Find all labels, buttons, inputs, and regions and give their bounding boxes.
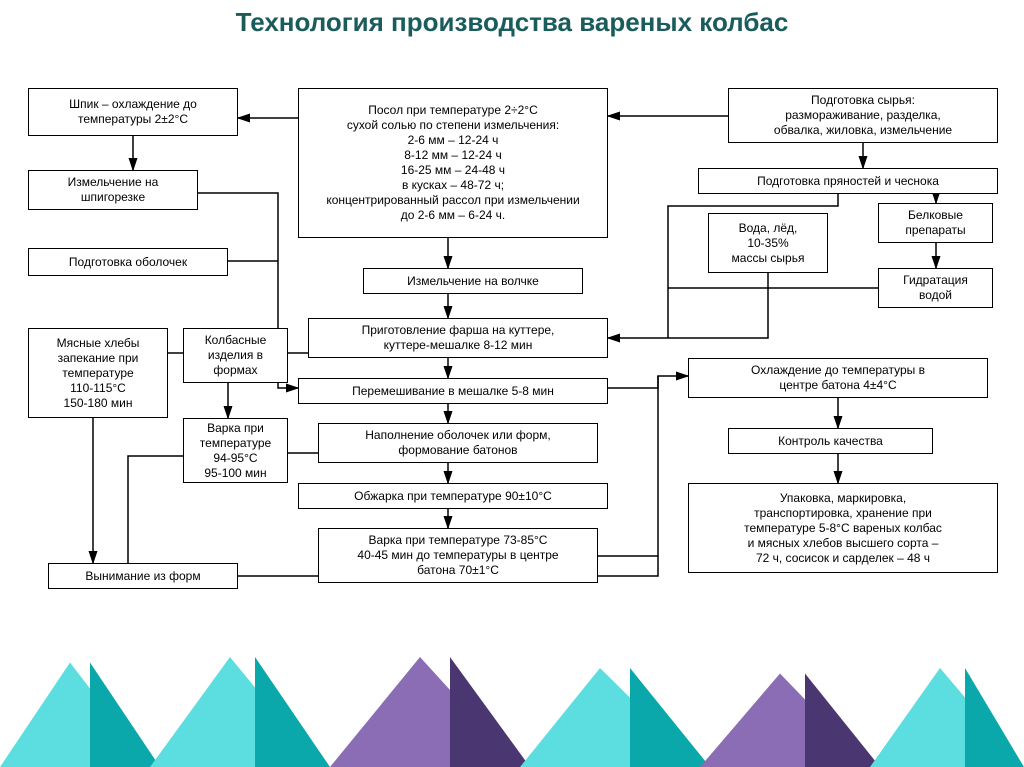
box-napoln: Наполнение оболочек или форм, формование… — [318, 423, 598, 463]
box-text: Варка при температуре 73-85°C 40-45 мин … — [357, 533, 558, 578]
page-title: Технология производства вареных колбас — [0, 0, 1024, 42]
box-belk_prep: Белковые препараты — [878, 203, 993, 243]
box-peremesh: Перемешивание в мешалке 5-8 мин — [298, 378, 608, 404]
box-text: Мясные хлебы запекание при температуре 1… — [57, 336, 140, 411]
box-text: Вода, лёд, 10-35% массы сырья — [732, 221, 805, 266]
box-text: Вынимание из форм — [85, 569, 200, 584]
box-text: Варка при температуре 94-95°C 95-100 мин — [200, 421, 271, 481]
box-text: Измельчение на волчке — [407, 274, 539, 289]
arrow-24 — [128, 456, 183, 563]
triangle-3 — [255, 657, 330, 767]
box-podg_obol: Подготовка оболочек — [28, 248, 228, 276]
box-text: Приготовление фарша на куттере, куттере-… — [362, 323, 555, 353]
box-text: Подготовка оболочек — [69, 255, 187, 270]
box-text: Контроль качества — [778, 434, 883, 449]
triangle-5 — [450, 657, 530, 767]
box-ohlazh: Охлаждение до температуры в центре батон… — [688, 358, 988, 398]
box-text: Упаковка, маркировка, транспортировка, х… — [744, 491, 942, 566]
box-izmelch_volchke: Измельчение на волчке — [363, 268, 583, 294]
box-text: Наполнение оболочек или форм, формование… — [365, 428, 550, 458]
box-vynim: Вынимание из форм — [48, 563, 238, 589]
box-gidrat: Гидратация водой — [878, 268, 993, 308]
box-text: Подготовка пряностей и чеснока — [757, 174, 939, 189]
box-text: Колбасные изделия в формах — [205, 333, 267, 378]
box-varka_94: Варка при температуре 94-95°C 95-100 мин — [183, 418, 288, 483]
box-posol: Посол при температуре 2÷2°C сухой солью … — [298, 88, 608, 238]
arrow-17 — [608, 273, 768, 338]
box-kontrol: Контроль качества — [728, 428, 933, 454]
triangle-7 — [630, 668, 710, 767]
box-podg_pryan: Подготовка пряностей и чеснока — [698, 168, 998, 194]
box-text: Белковые препараты — [905, 208, 965, 238]
box-obzharka: Обжарка при температуре 90±10°C — [298, 483, 608, 509]
box-text: Шпик – охлаждение до температуры 2±2°C — [69, 97, 197, 127]
box-text: Гидратация водой — [903, 273, 968, 303]
box-text: Перемешивание в мешалке 5-8 мин — [352, 384, 554, 399]
triangle-9 — [805, 674, 880, 767]
box-farsh: Приготовление фарша на куттере, куттере-… — [308, 318, 608, 358]
box-myas_hleb: Мясные хлебы запекание при температуре 1… — [28, 328, 168, 418]
box-upak: Упаковка, маркировка, транспортировка, х… — [688, 483, 998, 573]
box-text: Измельчение на шпигорезке — [68, 175, 159, 205]
box-text: Охлаждение до температуры в центре батон… — [751, 363, 925, 393]
arrow-20 — [608, 376, 688, 388]
box-shpik: Шпик – охлаждение до температуры 2±2°C — [28, 88, 238, 136]
box-text: Обжарка при температуре 90±10°C — [354, 489, 552, 504]
box-podg_syr: Подготовка сырья: размораживание, раздел… — [728, 88, 998, 143]
box-text: Посол при температуре 2÷2°C сухой солью … — [326, 103, 579, 223]
box-text: Подготовка сырья: размораживание, раздел… — [774, 93, 952, 138]
decorative-triangles — [0, 657, 1024, 767]
triangle-1 — [90, 663, 160, 767]
box-varka_73: Варка при температуре 73-85°C 40-45 мин … — [318, 528, 598, 583]
triangle-11 — [965, 668, 1024, 767]
box-izmelch_shpig: Измельчение на шпигорезке — [28, 170, 198, 210]
flowchart-canvas: Шпик – охлаждение до температуры 2±2°C Из… — [8, 78, 1016, 688]
box-kolb_izd: Колбасные изделия в формах — [183, 328, 288, 383]
box-voda_led: Вода, лёд, 10-35% массы сырья — [708, 213, 828, 273]
